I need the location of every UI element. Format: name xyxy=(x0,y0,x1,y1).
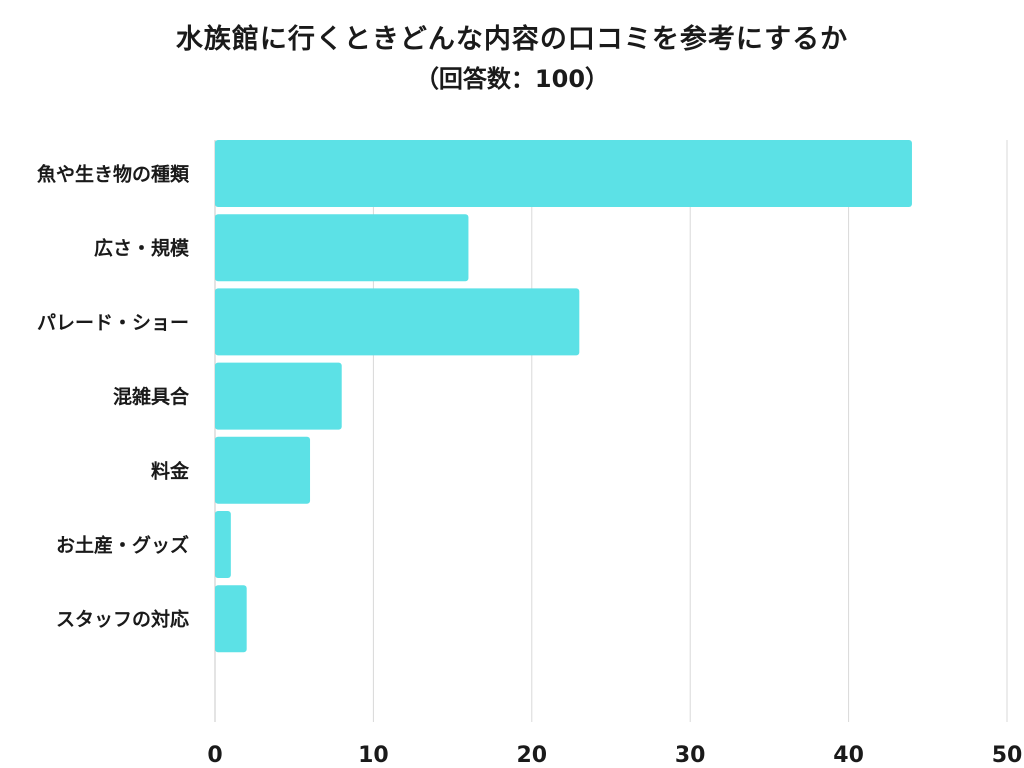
category-label-0: 魚や生き物の種類 xyxy=(37,163,190,186)
chart-title: 水族館に行くときどんな内容の口コミを参考にするか xyxy=(175,24,849,55)
chart-subtitle: （回答数：100） xyxy=(414,65,610,93)
category-label-4: 料金 xyxy=(151,459,190,482)
bar-1 xyxy=(215,214,469,282)
bar-5 xyxy=(215,511,231,578)
bar-3 xyxy=(215,362,342,430)
x-tick-label-10: 10 xyxy=(358,743,389,768)
x-tick-label-40: 40 xyxy=(833,743,864,768)
x-axis-tick-labels: 0 10 20 30 40 50 xyxy=(207,743,1022,768)
bar-0 xyxy=(215,140,912,207)
category-label-5: お土産・グッズ xyxy=(56,534,189,557)
chart-title-block: 水族館に行くときどんな内容の口コミを参考にするか （回答数：100） xyxy=(0,22,1024,96)
category-labels: 魚や生き物の種類広さ・規模パレード・ショー混雑具合料金お土産・グッズスタッフの対… xyxy=(37,163,190,631)
x-tick-label-0: 0 xyxy=(207,743,222,768)
x-tick-label-30: 30 xyxy=(675,743,706,768)
category-label-1: 広さ・規模 xyxy=(94,237,190,260)
bars xyxy=(215,140,912,653)
bar-2 xyxy=(215,288,580,356)
bar-4 xyxy=(215,436,311,504)
x-tick-label-50: 50 xyxy=(992,743,1023,768)
bar-6 xyxy=(215,585,247,653)
x-tick-label-20: 20 xyxy=(516,743,547,768)
category-label-6: スタッフの対応 xyxy=(56,608,189,631)
category-label-3: 混雑具合 xyxy=(113,385,190,408)
category-label-2: パレード・ショー xyxy=(37,312,189,334)
